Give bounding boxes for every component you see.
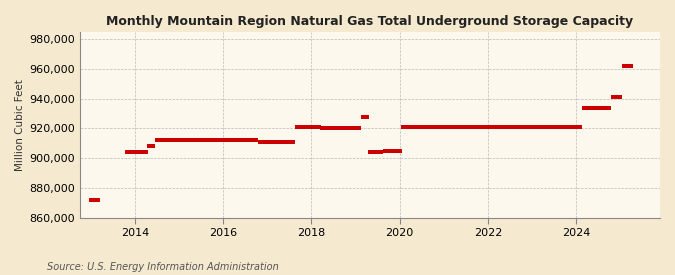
Y-axis label: Million Cubic Feet: Million Cubic Feet — [15, 79, 25, 171]
Title: Monthly Mountain Region Natural Gas Total Underground Storage Capacity: Monthly Mountain Region Natural Gas Tota… — [107, 15, 633, 28]
Text: Source: U.S. Energy Information Administration: Source: U.S. Energy Information Administ… — [47, 262, 279, 271]
